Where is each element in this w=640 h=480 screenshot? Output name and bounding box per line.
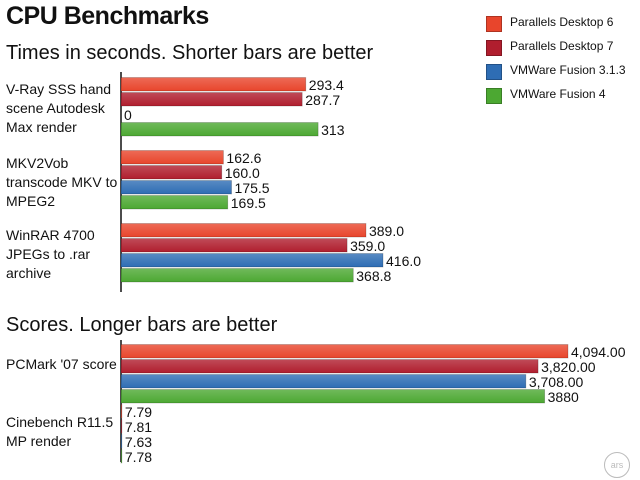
bar-vray-pd6 — [120, 77, 307, 92]
bar-cinebench-vmf313 — [120, 434, 123, 449]
value-label-pcmark-pd6: 4,094.00 — [571, 344, 626, 360]
bar-cinebench-pd6 — [120, 404, 123, 419]
bar-pcmark-pd6 — [120, 344, 569, 359]
legend-swatch-vmf4 — [486, 88, 502, 104]
value-label-winrar-vmf313: 416.0 — [386, 253, 421, 269]
value-label-winrar-vmf4: 368.8 — [356, 268, 391, 284]
value-label-pcmark-vmf313: 3,708.00 — [529, 374, 584, 390]
legend-label-vmf4: VMWare Fusion 4 — [510, 87, 606, 101]
legend-swatch-pd7 — [486, 40, 502, 56]
legend-label-vmf313: VMWare Fusion 3.1.3 — [510, 63, 626, 77]
bar-winrar-pd6 — [120, 223, 367, 238]
bar-winrar-pd7 — [120, 238, 348, 253]
category-label-vray: V-Ray SSS hand scene Autodesk Max render — [6, 81, 112, 135]
legend-swatch-pd6 — [486, 16, 502, 32]
value-label-winrar-pd7: 359.0 — [350, 238, 385, 254]
chart-title: CPU Benchmarks — [6, 2, 209, 30]
bar-vray-vmf4 — [120, 122, 319, 137]
bar-cinebench-vmf4 — [120, 449, 123, 464]
value-label-vray-pd6: 293.4 — [309, 77, 344, 93]
value-label-cinebench-pd7: 7.81 — [125, 419, 152, 435]
value-label-pcmark-pd7: 3,820.00 — [541, 359, 596, 375]
bar-mkv2vob-pd7 — [120, 165, 223, 180]
section-subtitle-times: Times in seconds. Shorter bars are bette… — [6, 42, 374, 64]
ars-logo: ars — [604, 452, 630, 478]
bar-cinebench-pd7 — [120, 419, 123, 434]
legend-swatch-vmf313 — [486, 64, 502, 80]
bar-winrar-vmf313 — [120, 253, 384, 268]
bar-pcmark-pd7 — [120, 359, 539, 374]
legend-label-pd6: Parallels Desktop 6 — [510, 15, 614, 29]
value-label-cinebench-pd6: 7.79 — [125, 404, 152, 420]
category-label-winrar: WinRAR 4700 JPEGs to .rar archive — [6, 227, 95, 281]
section-subtitle-scores: Scores. Longer bars are better — [6, 314, 278, 336]
bar-mkv2vob-vmf4 — [120, 195, 229, 210]
value-label-pcmark-vmf4: 3880 — [548, 389, 579, 405]
category-label-pcmark: PCMark '07 score — [6, 356, 117, 372]
bar-mkv2vob-vmf313 — [120, 180, 232, 195]
value-label-cinebench-vmf313: 7.63 — [125, 434, 152, 450]
category-label-cinebench: Cinebench R11.5 MP render — [6, 414, 114, 449]
value-label-vray-vmf4: 313 — [321, 122, 345, 138]
bar-mkv2vob-pd6 — [120, 150, 224, 165]
bar-pcmark-vmf313 — [120, 374, 527, 389]
legend-label-pd7: Parallels Desktop 7 — [510, 39, 614, 53]
value-label-mkv2vob-pd6: 162.6 — [226, 150, 261, 166]
value-label-cinebench-vmf4: 7.78 — [125, 449, 152, 465]
value-label-vray-vmf313: 0 — [124, 107, 132, 123]
bar-vray-pd7 — [120, 92, 303, 107]
category-label-mkv2vob: MKV2Vob transcode MKV to MPEG2 — [6, 155, 118, 209]
value-label-mkv2vob-pd7: 160.0 — [225, 165, 260, 181]
value-label-mkv2vob-vmf4: 169.5 — [231, 195, 266, 211]
bar-pcmark-vmf4 — [120, 389, 546, 404]
value-label-vray-pd7: 287.7 — [305, 92, 340, 108]
value-label-mkv2vob-vmf313: 175.5 — [235, 180, 270, 196]
bar-winrar-vmf4 — [120, 268, 354, 283]
value-label-winrar-pd6: 389.0 — [369, 223, 404, 239]
